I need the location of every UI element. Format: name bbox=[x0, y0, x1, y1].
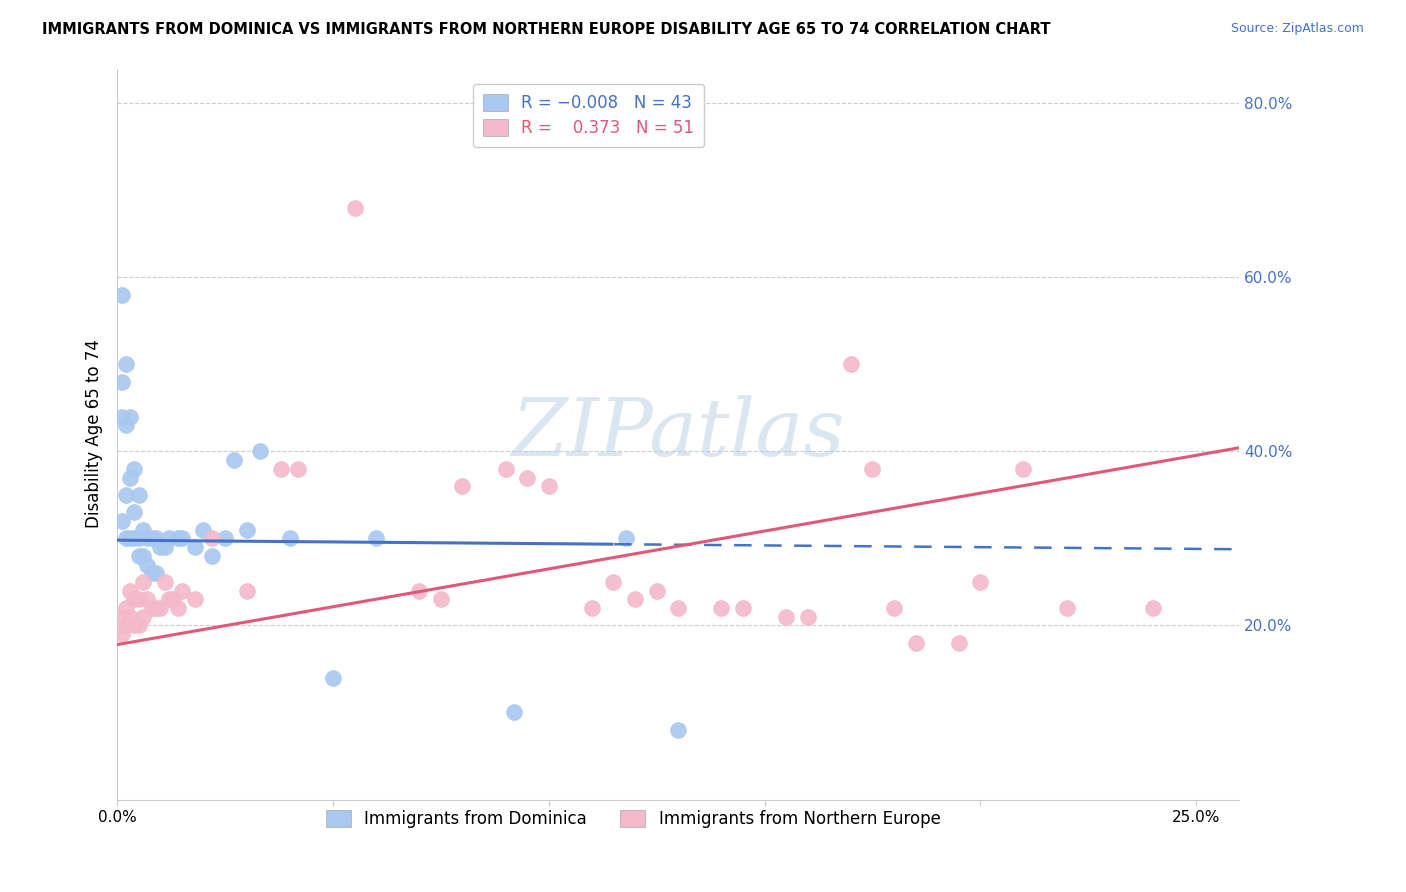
Point bbox=[666, 723, 689, 737]
Point bbox=[149, 601, 172, 615]
Legend: Immigrants from Dominica, Immigrants from Northern Europe: Immigrants from Dominica, Immigrants fro… bbox=[319, 804, 948, 835]
Point bbox=[120, 532, 142, 546]
Point bbox=[860, 462, 883, 476]
Point bbox=[235, 523, 257, 537]
Point bbox=[153, 574, 176, 589]
Point bbox=[128, 618, 150, 632]
Point bbox=[201, 532, 224, 546]
Point bbox=[120, 609, 142, 624]
Point bbox=[110, 375, 132, 389]
Point bbox=[124, 532, 146, 546]
Point bbox=[170, 583, 193, 598]
Point bbox=[141, 566, 163, 581]
Point bbox=[114, 418, 136, 433]
Point bbox=[495, 462, 517, 476]
Point bbox=[710, 601, 733, 615]
Point bbox=[839, 358, 862, 372]
Point bbox=[114, 358, 136, 372]
Text: ZIPatlas: ZIPatlas bbox=[512, 395, 845, 473]
Point bbox=[145, 566, 167, 581]
Point bbox=[128, 532, 150, 546]
Point bbox=[775, 609, 797, 624]
Point bbox=[235, 583, 257, 598]
Y-axis label: Disability Age 65 to 74: Disability Age 65 to 74 bbox=[86, 340, 103, 528]
Point bbox=[132, 609, 155, 624]
Point bbox=[120, 470, 142, 484]
Point bbox=[883, 601, 905, 615]
Point bbox=[645, 583, 668, 598]
Point bbox=[145, 532, 167, 546]
Point bbox=[132, 574, 155, 589]
Point bbox=[1142, 601, 1164, 615]
Point bbox=[184, 592, 207, 607]
Point bbox=[430, 592, 453, 607]
Point bbox=[114, 488, 136, 502]
Point bbox=[1012, 462, 1035, 476]
Point bbox=[132, 549, 155, 563]
Point bbox=[408, 583, 430, 598]
Point bbox=[162, 592, 184, 607]
Point bbox=[287, 462, 309, 476]
Point bbox=[114, 618, 136, 632]
Point bbox=[128, 592, 150, 607]
Point bbox=[184, 540, 207, 554]
Point bbox=[278, 532, 301, 546]
Point bbox=[366, 532, 388, 546]
Point bbox=[581, 601, 603, 615]
Point bbox=[157, 592, 180, 607]
Point bbox=[731, 601, 754, 615]
Point bbox=[114, 532, 136, 546]
Point bbox=[616, 532, 638, 546]
Text: Source: ZipAtlas.com: Source: ZipAtlas.com bbox=[1230, 22, 1364, 36]
Point bbox=[193, 523, 215, 537]
Point bbox=[153, 540, 176, 554]
Point bbox=[124, 505, 146, 519]
Point bbox=[136, 558, 159, 572]
Point bbox=[124, 592, 146, 607]
Point bbox=[136, 592, 159, 607]
Point bbox=[110, 409, 132, 424]
Point bbox=[141, 601, 163, 615]
Point bbox=[624, 592, 647, 607]
Point bbox=[322, 671, 344, 685]
Point bbox=[270, 462, 292, 476]
Point bbox=[120, 409, 142, 424]
Point bbox=[516, 470, 538, 484]
Point bbox=[948, 636, 970, 650]
Point bbox=[124, 618, 146, 632]
Point bbox=[110, 514, 132, 528]
Point bbox=[451, 479, 474, 493]
Point bbox=[128, 549, 150, 563]
Point bbox=[128, 488, 150, 502]
Text: IMMIGRANTS FROM DOMINICA VS IMMIGRANTS FROM NORTHERN EUROPE DISABILITY AGE 65 TO: IMMIGRANTS FROM DOMINICA VS IMMIGRANTS F… bbox=[42, 22, 1050, 37]
Point bbox=[222, 453, 245, 467]
Point bbox=[166, 601, 188, 615]
Point bbox=[114, 601, 136, 615]
Point bbox=[170, 532, 193, 546]
Point bbox=[969, 574, 991, 589]
Point bbox=[157, 532, 180, 546]
Point bbox=[141, 532, 163, 546]
Point bbox=[149, 540, 172, 554]
Point bbox=[124, 462, 146, 476]
Point bbox=[249, 444, 271, 458]
Point bbox=[110, 609, 132, 624]
Point bbox=[201, 549, 224, 563]
Point bbox=[904, 636, 927, 650]
Point bbox=[166, 532, 188, 546]
Point bbox=[132, 523, 155, 537]
Point bbox=[110, 287, 132, 301]
Point bbox=[537, 479, 560, 493]
Point bbox=[666, 601, 689, 615]
Point bbox=[120, 583, 142, 598]
Point bbox=[145, 601, 167, 615]
Point bbox=[136, 532, 159, 546]
Point bbox=[1056, 601, 1078, 615]
Point bbox=[602, 574, 624, 589]
Point bbox=[343, 201, 366, 215]
Point bbox=[214, 532, 236, 546]
Point bbox=[503, 706, 526, 720]
Point bbox=[110, 627, 132, 641]
Point bbox=[796, 609, 818, 624]
